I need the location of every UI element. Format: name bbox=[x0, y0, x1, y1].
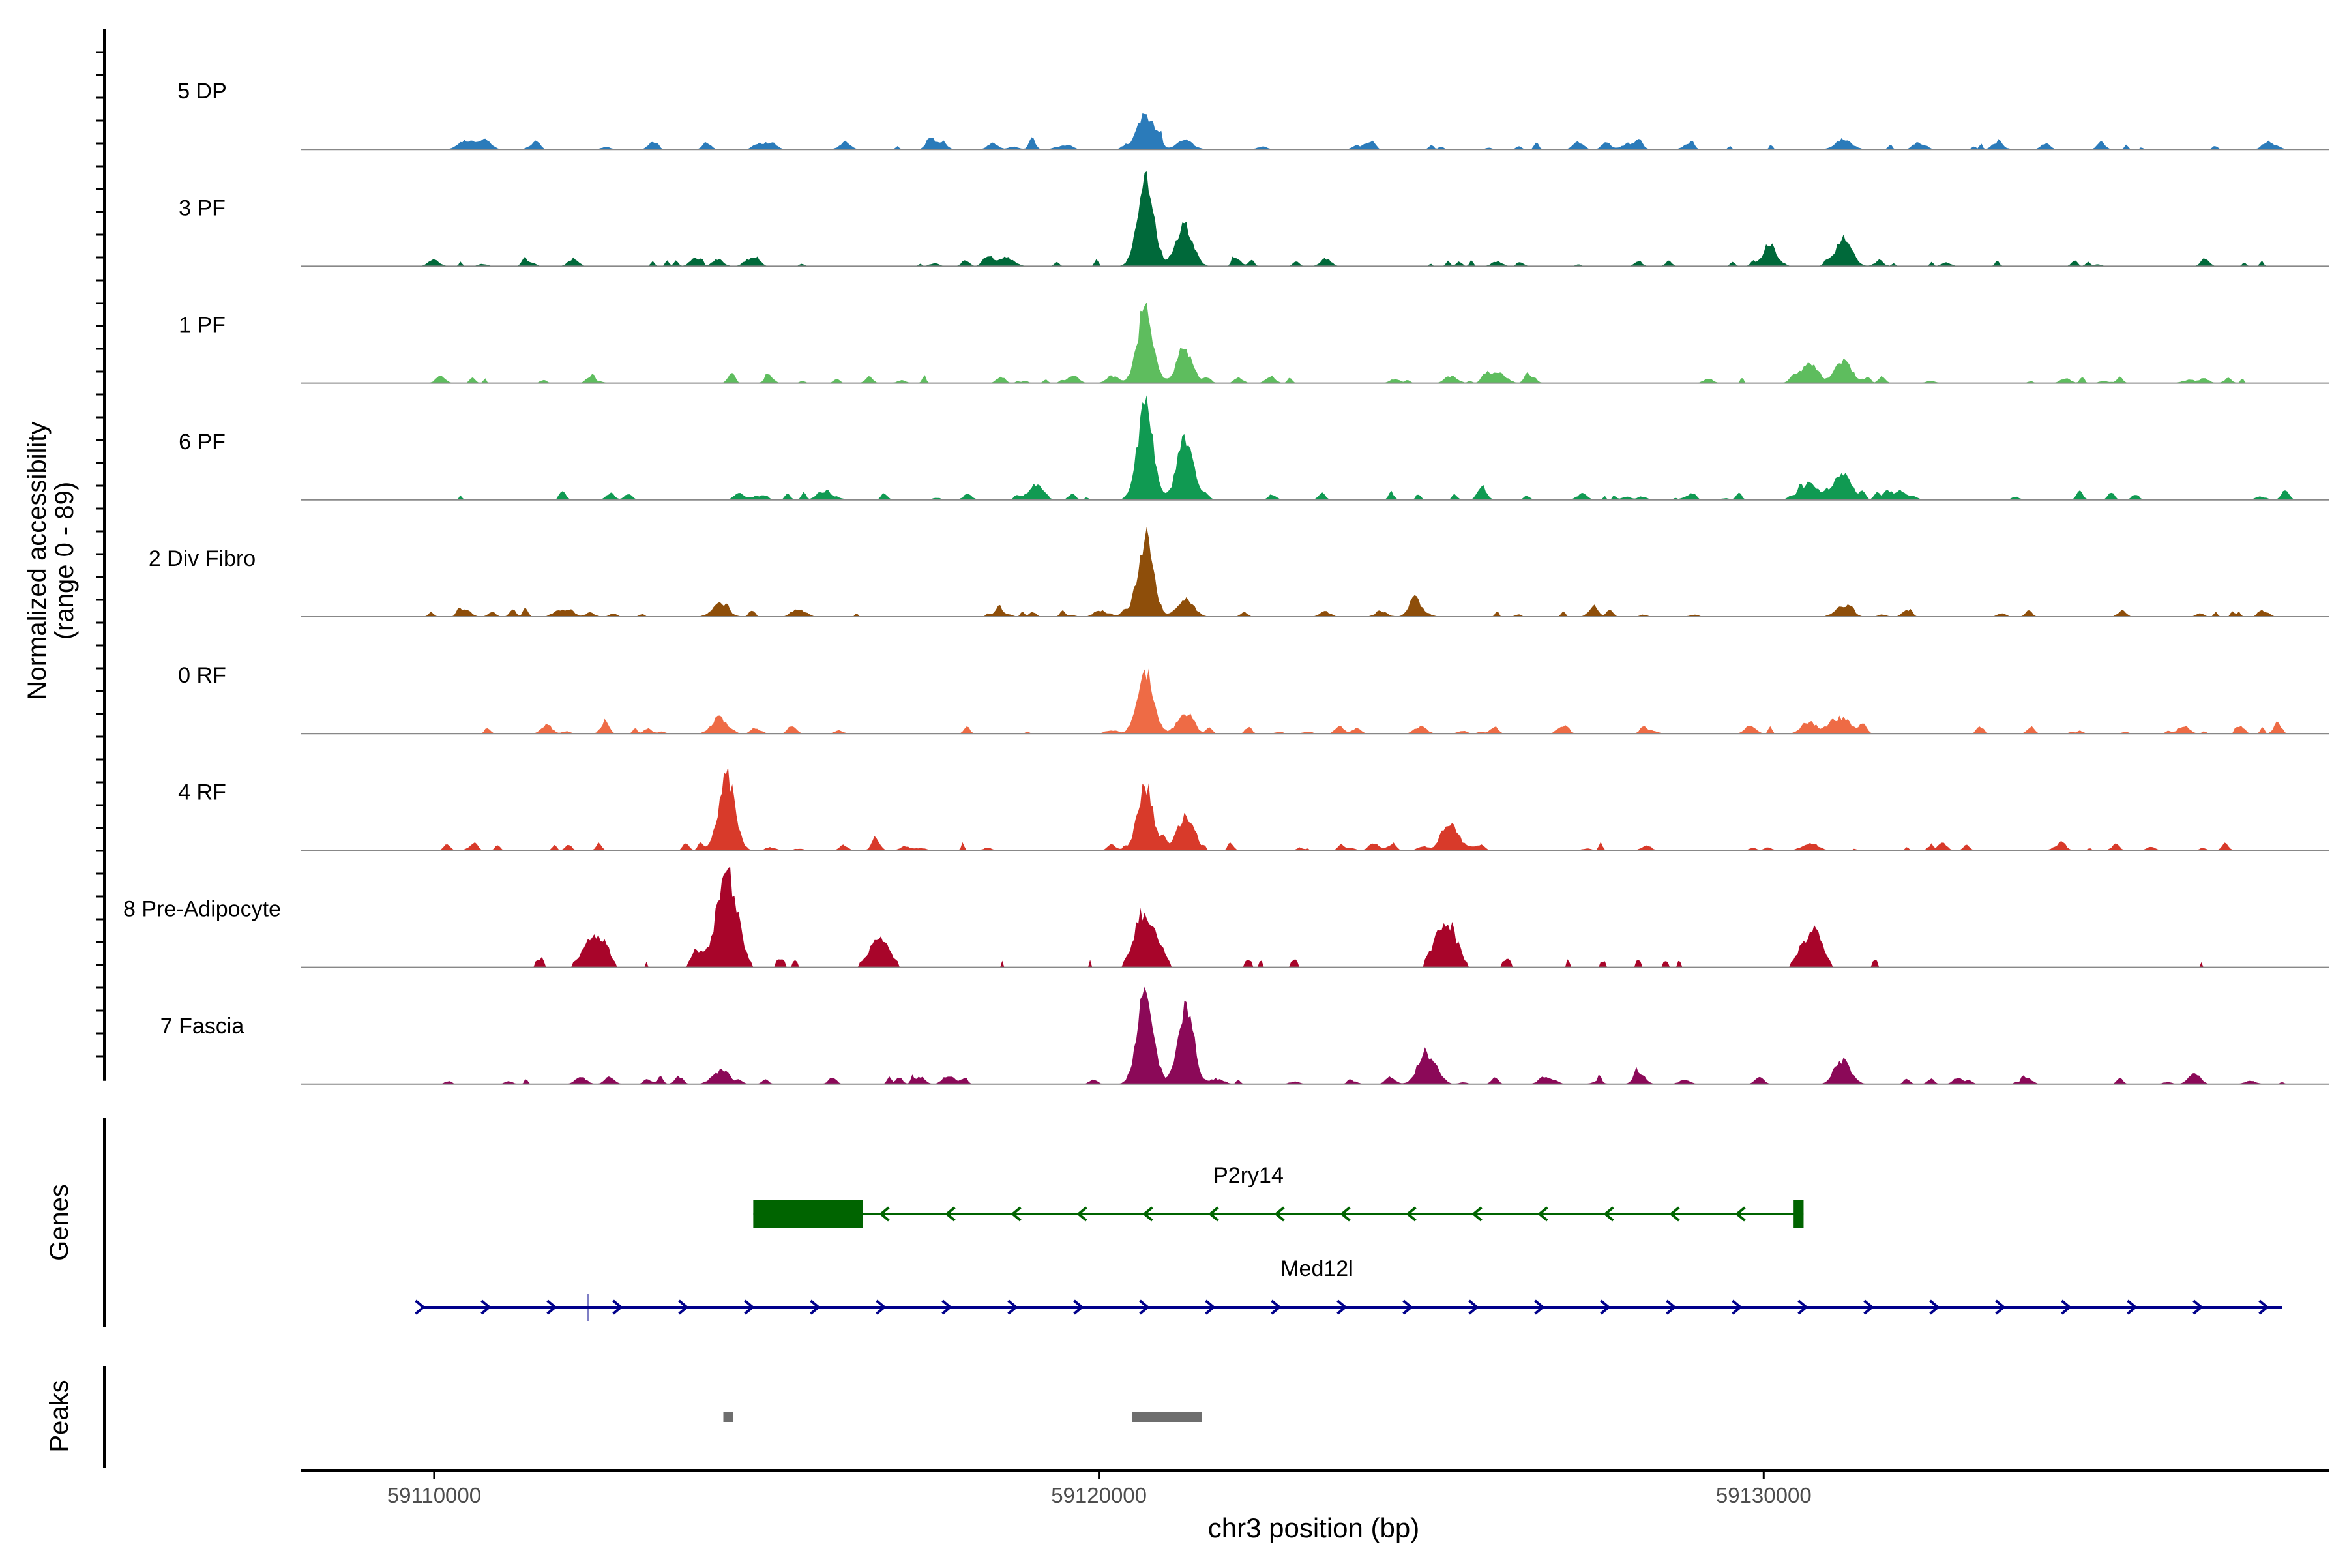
gene-strand-arrow bbox=[415, 1299, 426, 1315]
gene-strand-arrow bbox=[1735, 1206, 1746, 1222]
gene-strand-arrow bbox=[2127, 1299, 2138, 1315]
gene-strand-arrow bbox=[945, 1206, 956, 1222]
gene-exon-1-0 bbox=[587, 1294, 589, 1321]
peak-region-1 bbox=[1132, 1412, 1202, 1422]
gene-name-0: P2ry14 bbox=[1213, 1163, 1284, 1188]
gene-strand-arrow bbox=[1929, 1299, 1940, 1315]
coverage-area-track-6 bbox=[414, 767, 2295, 851]
x-axis: 59110000 59120000 59130000 bbox=[301, 1469, 2329, 1507]
gene-strand-arrow bbox=[1600, 1299, 1611, 1315]
peaks-panel bbox=[723, 1412, 1202, 1422]
gene-strand-arrow bbox=[612, 1299, 623, 1315]
gene-strand-arrow bbox=[1139, 1299, 1150, 1315]
gene-strand-arrow bbox=[1073, 1299, 1084, 1315]
gene-strand-arrow bbox=[480, 1299, 492, 1315]
gene-strand-arrow bbox=[744, 1299, 755, 1315]
gene-strand-arrow bbox=[2258, 1299, 2269, 1315]
track-label-3: 6 PF bbox=[179, 430, 226, 454]
gene-strand-arrow bbox=[1007, 1299, 1018, 1315]
gene-strand-arrow bbox=[1468, 1299, 1479, 1315]
gene-strand-arrow bbox=[1603, 1206, 1614, 1222]
gene-strand-arrow bbox=[1011, 1206, 1022, 1222]
coverage-area-track-3 bbox=[414, 395, 2295, 500]
x-axis-label: chr3 position (bp) bbox=[1208, 1513, 1420, 1543]
coverage-area-track-8 bbox=[414, 986, 2295, 1084]
track-label-0: 5 DP bbox=[177, 79, 227, 104]
gene-strand-arrow bbox=[1271, 1299, 1282, 1315]
gene-strand-arrow bbox=[1205, 1299, 1216, 1315]
gene-strand-arrow bbox=[1406, 1206, 1417, 1222]
gene-strand-arrow bbox=[1471, 1206, 1483, 1222]
gene-strand-arrow bbox=[1863, 1299, 1874, 1315]
gene-strand-arrow bbox=[1534, 1299, 1545, 1315]
genes-panel: P2ry14 Med12l bbox=[415, 1163, 2282, 1321]
gene-exon-0-1 bbox=[1793, 1200, 1804, 1228]
gene-strand-arrow bbox=[1797, 1299, 1808, 1315]
gene-strand-arrow bbox=[1669, 1206, 1680, 1222]
peak-region-0 bbox=[723, 1412, 733, 1422]
track-label-2: 1 PF bbox=[179, 313, 226, 338]
coverage-area-track-2 bbox=[414, 302, 2295, 383]
gene-strand-arrow bbox=[1666, 1299, 1677, 1315]
gene-strand-arrow bbox=[1537, 1206, 1548, 1222]
gene-strand-arrow bbox=[2192, 1299, 2204, 1315]
left-axes bbox=[96, 29, 106, 1468]
x-tick-label-1: 59120000 bbox=[1051, 1483, 1147, 1507]
y-axis-label-line1: Normalized accessibility bbox=[23, 422, 52, 700]
track-label-5: 0 RF bbox=[178, 663, 226, 688]
gene-strand-arrow bbox=[546, 1299, 557, 1315]
gene-strand-arrow bbox=[1336, 1299, 1348, 1315]
gene-strand-arrow bbox=[1732, 1299, 1743, 1315]
coverage-tracks: 5 DP 3 PF 1 PF 6 PF 2 Div Fibro 0 RF 4 RF 8 Pre… bbox=[123, 79, 2329, 1085]
gene-strand-arrow bbox=[1208, 1206, 1219, 1222]
track-label-1: 3 PF bbox=[179, 196, 226, 220]
y-axis-label-line2: (range 0 - 89) bbox=[50, 482, 79, 640]
gene-strand-arrow bbox=[1274, 1206, 1285, 1222]
gene-strand-arrow bbox=[678, 1299, 689, 1315]
coverage-area-track-1 bbox=[414, 171, 2295, 267]
gene-name-1: Med12l bbox=[1280, 1256, 1353, 1281]
gene-strand-arrow bbox=[1340, 1206, 1351, 1222]
coverage-area-track-7 bbox=[414, 866, 2295, 968]
peaks-panel-label: Peaks bbox=[45, 1380, 74, 1452]
coverage-area-track-5 bbox=[414, 668, 2295, 734]
track-label-6: 4 RF bbox=[178, 780, 226, 805]
track-label-7: 8 Pre-Adipocyte bbox=[123, 897, 281, 922]
gene-strand-arrow bbox=[879, 1206, 890, 1222]
gene-strand-arrow bbox=[810, 1299, 821, 1315]
gene-strand-arrow bbox=[1142, 1206, 1153, 1222]
genes-panel-label: Genes bbox=[45, 1184, 74, 1261]
track-label-4: 2 Div Fibro bbox=[149, 546, 256, 571]
coverage-area-track-0 bbox=[414, 113, 2295, 150]
gene-strand-arrow bbox=[1995, 1299, 2006, 1315]
gene-strand-arrow bbox=[1402, 1299, 1413, 1315]
gene-strand-arrow bbox=[941, 1299, 952, 1315]
gene-strand-arrow bbox=[876, 1299, 887, 1315]
x-tick-label-0: 59110000 bbox=[387, 1483, 481, 1507]
track-label-8: 7 Fascia bbox=[160, 1014, 244, 1039]
x-tick-label-2: 59130000 bbox=[1716, 1483, 1812, 1507]
coverage-area-track-4 bbox=[414, 527, 2295, 617]
gene-strand-arrow bbox=[2061, 1299, 2072, 1315]
gene-exon-0-0 bbox=[753, 1200, 863, 1228]
gene-strand-arrow bbox=[1076, 1206, 1087, 1222]
